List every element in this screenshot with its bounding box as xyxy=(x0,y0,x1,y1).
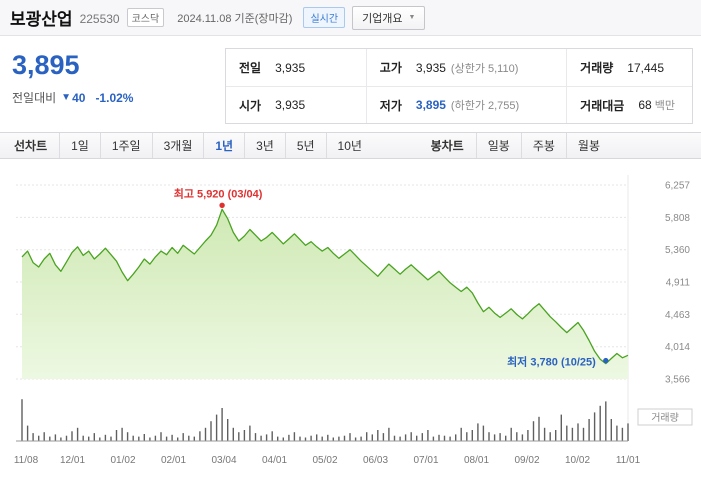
stock-header: 보광산업 225530 코스닥 2024.11.08 기준(장마감) 실시간 기… xyxy=(0,0,701,36)
open-label: 시가 xyxy=(239,98,262,113)
price-summary-table: 전일 3,935 고가 3,935 (상한가 5,110) 거래량 17,445… xyxy=(225,48,693,124)
svg-text:06/03: 06/03 xyxy=(363,455,388,466)
current-price: 3,895 xyxy=(12,50,80,80)
change-label: 전일대비 xyxy=(12,91,57,105)
tab-10년[interactable]: 10년 xyxy=(325,133,373,158)
as-of-date: 2024.11.08 기준(장마감) xyxy=(177,13,293,25)
cell-high: 고가 3,935 (상한가 5,110) xyxy=(365,49,566,86)
change-percent: -1.02% xyxy=(95,90,134,105)
high-value: 3,935 xyxy=(415,60,446,75)
svg-text:05/02: 05/02 xyxy=(312,455,337,466)
svg-text:11/08: 11/08 xyxy=(14,455,39,466)
tab-1일[interactable]: 1일 xyxy=(59,133,100,158)
tab-1년[interactable]: 1년 xyxy=(203,133,244,158)
svg-text:03/04: 03/04 xyxy=(211,455,236,466)
trade-value-unit: 백만 xyxy=(654,100,675,112)
line-chart-group-label: 선차트 xyxy=(14,139,48,153)
svg-text:10/02: 10/02 xyxy=(565,455,590,466)
candle-chart-tabs: 일봉 주봉 월봉 xyxy=(475,133,611,158)
realtime-badge[interactable]: 실시간 xyxy=(303,7,346,28)
high-label: 고가 xyxy=(379,61,402,75)
trade-value-label: 거래대금 xyxy=(580,98,625,113)
price-chart-svg: 6,257 5,808 5,360 4,911 4,463 4,014 3,566 최고 5,… xyxy=(14,175,693,466)
market-badge: 코스닥 xyxy=(126,8,165,27)
volume-value: 17,445 xyxy=(627,60,664,75)
price-change-row: 전일대비 ▼ 40 -1.02% xyxy=(12,89,223,106)
svg-text:4,911: 4,911 xyxy=(666,278,691,289)
stock-code: 225530 xyxy=(79,11,120,26)
cell-prev-close: 전일 3,935 xyxy=(226,49,366,86)
cell-low: 저가 3,895 (하한가 2,755) xyxy=(365,86,567,123)
tab-5년[interactable]: 5년 xyxy=(284,133,326,158)
tab-월봉[interactable]: 월봉 xyxy=(565,133,611,158)
svg-text:최저 3,780 (10/25): 최저 3,780 (10/25) xyxy=(507,355,596,369)
company-overview-label: 기업개요 xyxy=(362,12,403,25)
volume-label: 거래량 xyxy=(580,61,614,75)
line-chart-tabs: 1일 1주일 3개월 1년 3년 5년 10년 xyxy=(59,133,373,158)
svg-text:01/02: 01/02 xyxy=(110,455,135,466)
cell-open: 시가 3,935 xyxy=(226,86,366,123)
low-value: 3,895 xyxy=(415,98,446,112)
svg-text:4,014: 4,014 xyxy=(665,342,690,353)
lower-limit-note: (하한가 2,755) xyxy=(450,100,520,112)
svg-text:07/01: 07/01 xyxy=(413,455,438,466)
open-value: 3,935 xyxy=(275,98,306,112)
svg-text:02/01: 02/01 xyxy=(161,455,186,466)
trade-value-value: 68 xyxy=(638,98,652,112)
stock-name: 보광산업 xyxy=(10,10,73,29)
candle-chart-tab-group: 봉차트 일봉 주봉 월봉 xyxy=(419,133,611,158)
upper-limit-note: (상한가 5,110) xyxy=(450,62,519,75)
svg-text:12/01: 12/01 xyxy=(60,455,85,466)
svg-text:최고 5,920 (03/04): 최고 5,920 (03/04) xyxy=(174,186,263,200)
chart-period-tabbar: 선차트 1일 1주일 3개월 1년 3년 5년 10년 봉차트 일봉 주봉 월봉 xyxy=(0,132,701,159)
low-label: 저가 xyxy=(379,98,402,113)
svg-text:09/02: 09/02 xyxy=(514,455,539,466)
svg-text:08/01: 08/01 xyxy=(464,455,489,466)
svg-text:거래량: 거래량 xyxy=(651,412,679,424)
svg-text:04/01: 04/01 xyxy=(262,455,287,466)
change-value: 40 xyxy=(72,90,86,105)
company-overview-button[interactable]: 기업개요 ▼ xyxy=(352,5,426,30)
svg-text:6,257: 6,257 xyxy=(665,181,690,192)
svg-text:4,463: 4,463 xyxy=(665,310,690,321)
down-arrow-icon: ▼ xyxy=(61,92,72,103)
tab-3개월[interactable]: 3개월 xyxy=(151,133,204,158)
tab-1주일[interactable]: 1주일 xyxy=(99,133,152,158)
candle-chart-group-label: 봉차트 xyxy=(430,139,464,153)
svg-text:5,808: 5,808 xyxy=(665,213,690,224)
prev-close-value: 3,935 xyxy=(275,60,306,75)
chevron-down-icon: ▼ xyxy=(408,14,416,21)
line-chart-tab-group: 선차트 1일 1주일 3개월 1년 3년 5년 10년 xyxy=(2,133,373,158)
tab-일봉[interactable]: 일봉 xyxy=(475,133,521,158)
tab-주봉[interactable]: 주봉 xyxy=(520,133,566,158)
svg-text:11/01: 11/01 xyxy=(616,455,641,466)
price-summary-section: 3,895 전일대비 ▼ 40 -1.02% 전일 3,935 고가 3,935… xyxy=(8,48,693,124)
current-price-panel: 3,895 전일대비 ▼ 40 -1.02% xyxy=(8,48,225,124)
svg-text:5,360: 5,360 xyxy=(665,245,690,256)
cell-volume: 거래량 17,445 xyxy=(566,49,692,86)
tab-3년[interactable]: 3년 xyxy=(244,133,285,158)
prev-close-label: 전일 xyxy=(239,61,262,75)
price-chart-area: 6,257 5,808 5,360 4,911 4,463 4,014 3,566 최고 5,… xyxy=(8,165,693,477)
cell-trade-value: 거래대금 68 백만 xyxy=(566,86,692,123)
svg-text:3,566: 3,566 xyxy=(665,375,690,386)
